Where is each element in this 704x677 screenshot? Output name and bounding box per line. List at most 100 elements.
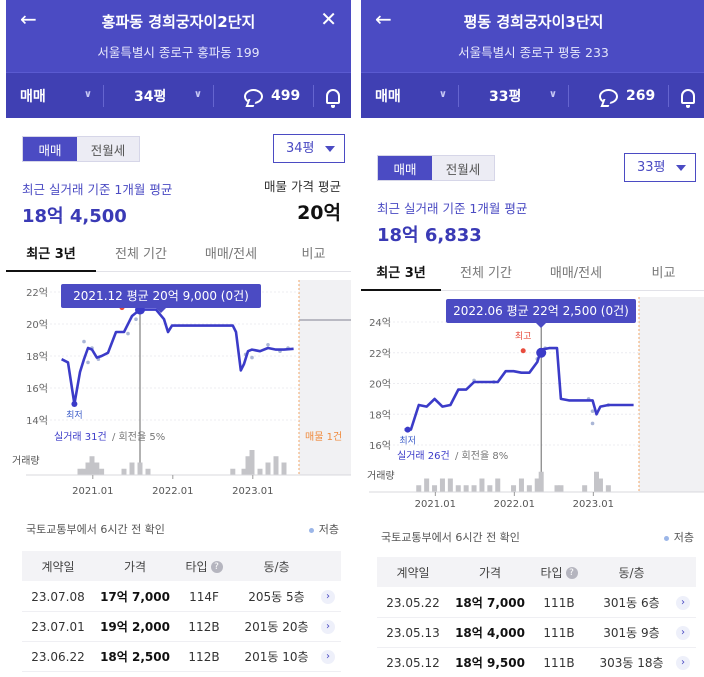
volume-bar xyxy=(257,468,263,475)
header-bar: ← 홍파동 경희궁자이2단지 ✕ 서울특별시 종로구 홍파동 199 매매 ∨ 3… xyxy=(6,0,351,118)
size-label: 34평 xyxy=(134,89,167,105)
col-date: 계약일 xyxy=(41,559,75,574)
tab-all-period[interactable]: 전체 기간 xyxy=(115,247,167,262)
price-chart[interactable]: 24억 22억 20억 18억 16억 최고 최저 실거래 26건 / 회전율 8% 거래량 202… xyxy=(361,297,704,507)
chevron-right-icon[interactable]: › xyxy=(321,649,335,664)
col-price: 가격 xyxy=(123,559,147,574)
table-header: 계약일 가격 타입? 동/층 xyxy=(377,557,696,587)
back-arrow-icon[interactable]: ← xyxy=(375,7,392,31)
volume-bar xyxy=(85,462,91,475)
trade-count: 실거래 31건 xyxy=(54,431,107,443)
caret-down-icon xyxy=(676,165,686,171)
volume-bar xyxy=(455,485,461,492)
tab-compare[interactable]: 비교 xyxy=(651,266,676,281)
segment-rent[interactable]: 전월세 xyxy=(77,137,139,161)
table-row[interactable]: 23.07.01 19억 2,000 112B 201동 20층 › xyxy=(22,612,341,642)
volume-bar xyxy=(487,485,493,492)
notification-button[interactable] xyxy=(314,73,351,119)
chevron-right-icon[interactable]: › xyxy=(321,619,335,634)
header-tabs: 매매 ∨ 34평 ∨ 499 xyxy=(6,72,351,118)
tab-compare[interactable]: 비교 xyxy=(301,247,326,262)
tab-sale-rent[interactable]: 매매/전세 xyxy=(204,247,258,262)
comments-button[interactable]: 269 xyxy=(569,73,669,119)
table-header: 계약일 가격 타입? 동/층 xyxy=(22,551,341,581)
size-dropdown[interactable]: 34평 ∨ xyxy=(104,73,214,119)
comments-button[interactable]: 499 xyxy=(214,73,314,119)
row-price: 18억 2,500 xyxy=(100,650,170,664)
table-row[interactable]: 23.07.08 17억 7,000 114F 205동 5층 › xyxy=(22,582,341,612)
deal-type-dropdown[interactable]: 매매 ∨ xyxy=(361,73,459,119)
caret-down-icon xyxy=(325,146,335,152)
volume-bar xyxy=(265,462,271,475)
low-marker xyxy=(71,401,78,407)
tab-recent-3y[interactable]: 최근 3년 xyxy=(6,234,96,272)
volume-bar xyxy=(447,478,453,492)
trade-point xyxy=(590,421,595,426)
row-type: 111B xyxy=(543,595,575,610)
volume-bar xyxy=(129,462,135,475)
chevron-right-icon[interactable]: › xyxy=(321,589,335,604)
row-price: 17억 7,000 xyxy=(100,590,170,604)
tab-all-period[interactable]: 전체 기간 xyxy=(460,266,512,281)
y-tick-label: 18억 xyxy=(369,409,391,421)
close-icon[interactable]: ✕ xyxy=(320,7,337,31)
chevron-right-icon[interactable]: › xyxy=(676,595,690,610)
volume-bar xyxy=(137,462,143,475)
table-row[interactable]: 23.05.12 18억 9,500 111B 303동 18층 › xyxy=(377,648,696,677)
comment-icon xyxy=(599,88,618,104)
volume-bar xyxy=(495,478,501,492)
col-unit: 동/층 xyxy=(263,559,290,574)
table-row[interactable]: 23.05.13 18억 4,000 111B 301동 9층 › xyxy=(377,618,696,648)
trade-point xyxy=(86,360,90,365)
table-row[interactable]: 23.05.22 18억 7,000 111B 301동 6층 › xyxy=(377,588,696,618)
help-icon[interactable]: ? xyxy=(210,561,223,573)
row-unit: 201동 20층 xyxy=(244,620,309,634)
row-type: 111B xyxy=(543,655,575,670)
trade-point xyxy=(82,339,86,344)
col-type-label: 타입 xyxy=(185,559,208,574)
deal-type-dropdown[interactable]: 매매 ∨ xyxy=(6,73,104,119)
size-select-value: 33평 xyxy=(637,160,666,175)
legend-label: 저층 xyxy=(318,523,339,536)
apartment-panel-right: ← 평동 경희궁자이3단지 서울특별시 종로구 평동 233 매매 ∨ 33평 ∨ … xyxy=(361,0,704,677)
tab-sale-rent[interactable]: 매매/전세 xyxy=(549,266,603,281)
high-point-dot xyxy=(520,348,526,354)
back-arrow-icon[interactable]: ← xyxy=(20,7,37,31)
avg-label: 최근 실거래 기준 1개월 평균 xyxy=(22,182,173,197)
legend: 저층 xyxy=(308,521,339,537)
size-dropdown[interactable]: 33평 ∨ xyxy=(459,73,569,119)
volume-bar xyxy=(538,471,544,492)
address: 서울특별시 종로구 홍파동 199 xyxy=(97,45,260,60)
y-tick-label: 16억 xyxy=(369,440,391,452)
future-band xyxy=(639,297,704,492)
tab-recent-3y[interactable]: 최근 3년 xyxy=(361,253,441,291)
table-row[interactable]: 23.06.22 18억 2,500 112B 201동 10층 › xyxy=(22,642,341,672)
chevron-down-icon: ∨ xyxy=(193,89,202,100)
notification-button[interactable] xyxy=(669,73,704,119)
avg-value: 18억 6,833 xyxy=(377,225,482,246)
price-chart[interactable]: 22억20억18억16억14억최고최저실거래 31건/ 회전율 5%매물 1건거… xyxy=(6,280,351,510)
segment-rent[interactable]: 전월세 xyxy=(432,156,494,180)
x-tick-label: 2023.01 xyxy=(573,499,614,507)
chevron-right-icon[interactable]: › xyxy=(676,655,690,670)
volume-bar xyxy=(432,485,438,492)
volume-bar xyxy=(518,478,524,492)
volume-bar xyxy=(526,485,532,492)
row-unit: 205동 5층 xyxy=(248,590,305,604)
help-icon[interactable]: ? xyxy=(565,567,578,579)
col-type-label: 타입 xyxy=(540,565,563,580)
size-label: 33평 xyxy=(489,89,522,105)
segment-sale[interactable]: 매매 xyxy=(378,156,432,180)
segment-sale[interactable]: 매매 xyxy=(23,137,77,161)
row-date: 23.07.08 xyxy=(31,589,85,604)
volume-bar xyxy=(463,485,469,492)
y-tick-label: 14억 xyxy=(26,415,48,427)
row-date: 23.07.01 xyxy=(31,619,85,634)
deal-type-label: 매매 xyxy=(20,89,46,105)
chevron-right-icon[interactable]: › xyxy=(676,625,690,640)
low-label: 최저 xyxy=(399,436,416,447)
row-unit: 201동 10층 xyxy=(244,650,309,664)
comment-icon xyxy=(244,88,263,104)
size-select[interactable]: 33평 xyxy=(624,153,696,182)
size-select[interactable]: 34평 xyxy=(273,134,345,163)
